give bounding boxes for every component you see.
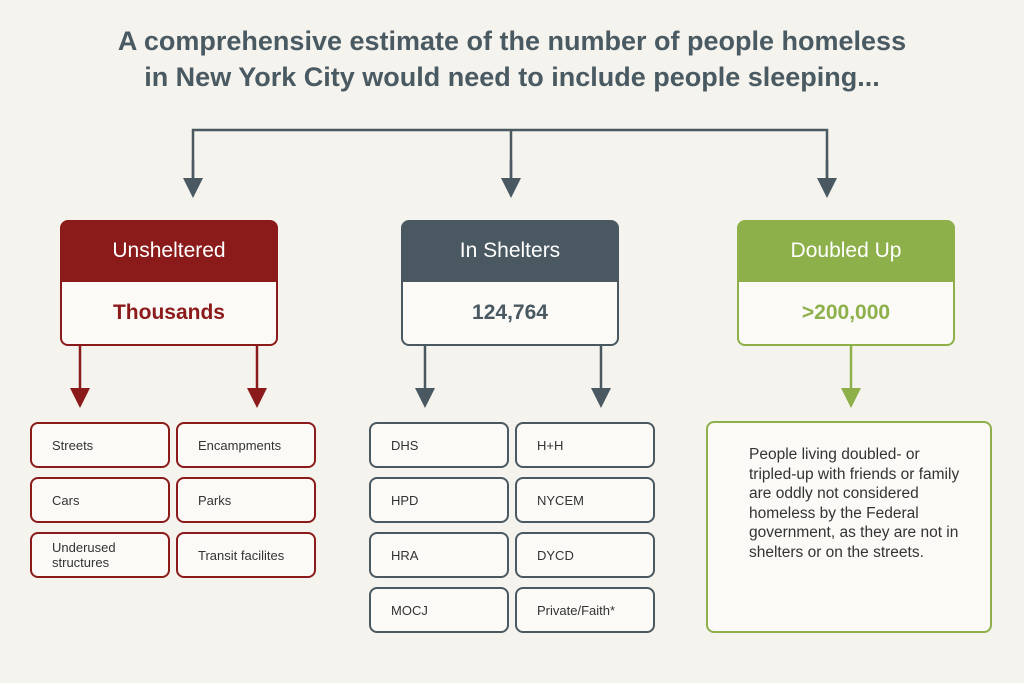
column-value: Thousands	[60, 282, 278, 346]
item: DYCD	[515, 532, 655, 578]
item: Underused structures	[30, 532, 170, 578]
column-header: Doubled Up	[737, 220, 955, 282]
item: Cars	[30, 477, 170, 523]
column-header: In Shelters	[401, 220, 619, 282]
item: HRA	[369, 532, 509, 578]
item: Transit facilites	[176, 532, 316, 578]
title: in New York City would need to include p…	[144, 62, 880, 92]
item: NYCEM	[515, 477, 655, 523]
item: Streets	[30, 422, 170, 468]
item: DHS	[369, 422, 509, 468]
title: A comprehensive estimate of the number o…	[117, 26, 907, 56]
item: Private/Faith*	[515, 587, 655, 633]
item: HPD	[369, 477, 509, 523]
item: Encampments	[176, 422, 316, 468]
column-header: Unsheltered	[60, 220, 278, 282]
item: MOCJ	[369, 587, 509, 633]
note: People living doubled- or tripled-up wit…	[706, 421, 992, 633]
item: H+H	[515, 422, 655, 468]
column-value: >200,000	[737, 282, 955, 346]
column-value: 124,764	[401, 282, 619, 346]
item: Parks	[176, 477, 316, 523]
